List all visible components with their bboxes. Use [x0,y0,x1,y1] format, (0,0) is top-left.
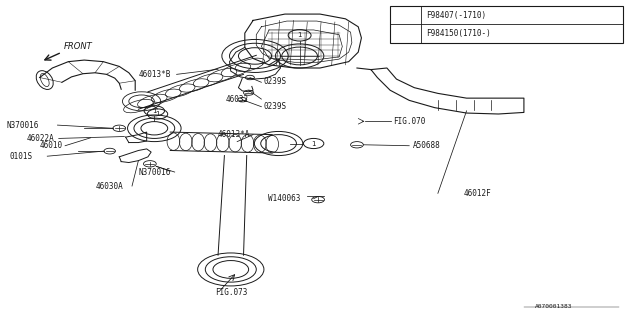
Text: A070001383: A070001383 [536,304,573,309]
Text: 46013*A: 46013*A [218,130,250,139]
Text: 0239S: 0239S [264,102,287,111]
Text: N370016: N370016 [6,121,39,130]
Text: FIG.070: FIG.070 [394,117,426,126]
Text: 0101S: 0101S [10,152,33,161]
Text: 1: 1 [152,108,157,114]
Text: A50688: A50688 [412,141,440,150]
Text: F984150(1710-): F984150(1710-) [426,29,490,38]
Text: 46012F: 46012F [463,189,491,198]
Text: FRONT: FRONT [64,42,93,51]
Text: N370016: N370016 [138,168,171,177]
Text: W140063: W140063 [268,194,300,203]
Text: 1: 1 [312,140,316,147]
Text: FIG.073: FIG.073 [215,288,247,297]
Text: F98407(-1710): F98407(-1710) [426,11,486,20]
Text: 0239S: 0239S [264,77,287,86]
Text: 1: 1 [298,32,302,38]
Text: 46030A: 46030A [96,181,124,190]
Text: 1: 1 [403,12,408,18]
Text: 46022A: 46022A [27,134,54,143]
Text: 46013*B: 46013*B [138,70,171,79]
Text: 1: 1 [403,30,408,36]
FancyBboxPatch shape [390,6,623,43]
Text: 46032: 46032 [226,95,249,104]
Text: 1: 1 [156,111,160,117]
Text: 46010: 46010 [40,141,63,150]
